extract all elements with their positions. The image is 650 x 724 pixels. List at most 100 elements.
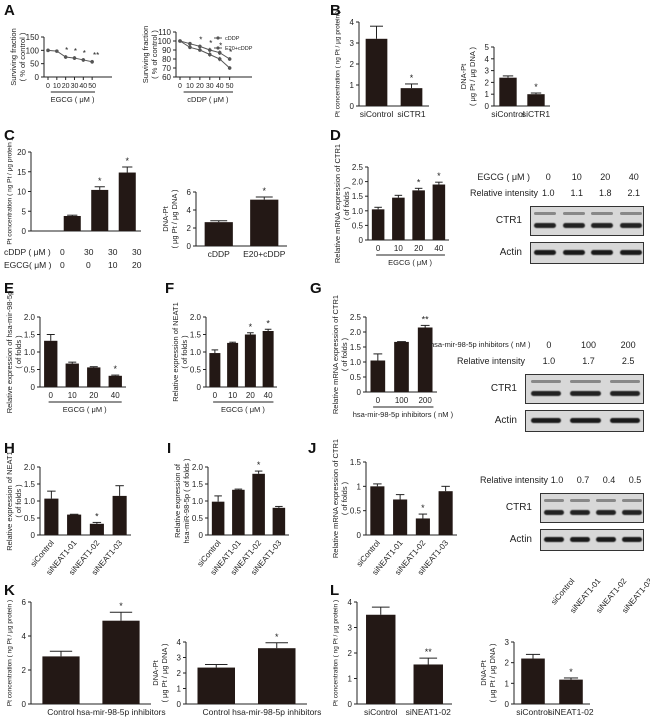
y-axis-label: DNA-Pt (151, 659, 160, 685)
chart-group: DNA-Pt( μg Pt / μg DNA ) 0 1 2 3 4 5 siControl *… (459, 43, 550, 119)
significance-mark: * (534, 82, 538, 92)
western-blot-j: Relative intensity 1.0 0.7 0.4 0.5 CTR1 Actin s… (480, 475, 650, 615)
bar (400, 88, 423, 106)
chart-e-mir98: Relative expression of hsa-mir-98-5p( of… (4, 291, 134, 417)
y-tick-label: 0 (357, 388, 362, 397)
band (544, 537, 564, 542)
bar (65, 363, 79, 387)
chart-group: DNA-Pt( μg Pt / μg DNA ) 0 1 2 3 4 Control * hsa… (151, 632, 321, 717)
y-tick-label: 1.0 (24, 348, 36, 357)
band (591, 223, 614, 228)
y-axis-label: Pt concentration ( ng Pt / μg protein ) (335, 11, 342, 117)
y-tick-label: 1.5 (350, 458, 362, 467)
relative-intensity-label: Relative intensity (470, 188, 539, 198)
significance-mark: * (421, 503, 425, 513)
x-axis-label: EGCG ( μM ) (63, 405, 107, 414)
y-tick-label: 150 (26, 33, 40, 42)
relative-intensity-value: 0.4 (602, 475, 616, 485)
blot-header-value: 0 (545, 172, 551, 182)
y-axis-label: ( μg Pt / μg DNA ) (488, 643, 497, 703)
y-axis-label: ( of folds ) (340, 337, 349, 371)
y-axis-label: ( % of control ) (18, 32, 27, 81)
x-tick-label: 10 (68, 391, 77, 400)
y-tick-label: 1.5 (350, 343, 362, 352)
bar (392, 197, 405, 240)
bar (415, 518, 430, 535)
x-tick-label: 50 (226, 83, 234, 90)
y-tick-label: 0 (187, 242, 192, 251)
chart-d-ctr1-mrna: Relative mRNA expression of CTR1( of fol… (332, 144, 457, 270)
band-label-ctr1: CTR1 (490, 383, 517, 394)
chart-svg: Relative mRNA expression of CTR1( of fol… (331, 439, 457, 577)
band (570, 391, 601, 396)
panel-label-d: D (330, 127, 341, 144)
legend-marker (216, 36, 220, 40)
chart-group: Relative expression of hsa-miR-98-5p ( of… (173, 458, 289, 577)
y-tick-label: 0 (22, 700, 27, 709)
x-axis-label: EGCG ( μM ) (221, 405, 265, 414)
bar (118, 172, 136, 231)
chart-j-ctr1-mrna: Relative mRNA expression of CTR1( of fol… (330, 439, 465, 577)
relative-intensity-value: 0.7 (576, 475, 590, 485)
y-tick-label: 3 (348, 624, 353, 633)
chart-group: DNA-Pt( μg Pt / μg DNA ) 0 2 4 6 cDDP * E20+cDD… (161, 186, 287, 259)
chart-svg: Relative mRNA expression of CTR1( of fol… (333, 144, 449, 267)
y-axis-label: DNA-Pt (161, 205, 170, 231)
x-tick-label: 20 (62, 83, 70, 90)
c-treatment-table: cDDP ( μM ) 0 30 30 30 EGCG( μM ) 0 0 10… (4, 247, 154, 277)
bar (413, 664, 443, 704)
y-tick-label: 2.0 (350, 328, 362, 337)
chart-c-pt: Pt concentration ( ng Pt / μg protein ) 0… (4, 138, 149, 247)
bar (108, 375, 122, 387)
significance-mark: * (98, 176, 102, 186)
y-tick-label: 1.0 (352, 207, 364, 216)
chart-c-dnapt: DNA-Pt( μg Pt / μg DNA ) 0 2 4 6 cDDP * E20+cDD… (160, 180, 295, 262)
y-tick-label: 0.5 (190, 366, 202, 375)
y-tick-label: 0 (22, 227, 27, 236)
panel-label-k: K (4, 582, 15, 599)
y-tick-label: 0 (31, 383, 36, 392)
data-point (198, 44, 202, 49)
chart-i-mir98: Relative expression of hsa-miR-98-5p ( of… (172, 455, 297, 577)
bar (44, 340, 58, 387)
chart-svg: DNA-Pt( μg Pt / μg DNA ) 0 1 2 3 4 Control * hsa… (151, 632, 321, 717)
significance-mark: * (257, 460, 261, 470)
blot-box-ctr1 (540, 493, 644, 523)
x-tick-label: E20+cDDP (243, 249, 286, 259)
y-tick-label: 1.0 (24, 497, 36, 506)
bar (559, 679, 583, 704)
data-point (188, 41, 192, 46)
y-tick-label: 1 (177, 685, 182, 694)
chart-group: Relative expression of NEAT1( of folds )… (5, 451, 131, 577)
chart-group: DNA-Pt( μg Pt / μg DNA ) 0 1 2 3 siControl * si… (479, 638, 594, 717)
x-tick-label: 40 (434, 244, 443, 253)
panel-label-h: H (4, 440, 15, 457)
x-tick-label: siCTR1 (522, 109, 551, 119)
y-tick-label: 1 (348, 675, 353, 684)
y-axis-label: Relative expression of NEAT1 (5, 451, 14, 551)
relative-intensity-value: 2.1 (627, 188, 640, 198)
relative-intensity-value: 1.0 (541, 188, 555, 198)
y-axis-label: hsa-miR-98-5p ( of folds ) (182, 458, 191, 544)
data-point (217, 50, 222, 55)
band (570, 510, 590, 515)
chart-a-cddp: Surviving fraction( % of control ) 60 70 80… (140, 20, 260, 107)
data-point (55, 49, 59, 53)
blot-header-value: 20 (600, 172, 611, 182)
chart-svg: DNA-Pt( μg Pt / μg DNA ) 0 2 4 6 cDDP * E20+cDD… (161, 186, 287, 259)
significance-mark: * (569, 667, 573, 677)
y-tick-label: 6 (187, 188, 192, 197)
chart-group: Pt concentration ( ng Pt / μg protein ) 0… (7, 138, 141, 245)
significance-mark: * (249, 322, 253, 332)
x-tick-label: siControl (364, 707, 398, 717)
panel-label-l: L (330, 582, 340, 599)
bar (417, 327, 433, 392)
c-table-row-label: EGCG( μM ) (4, 260, 52, 270)
y-tick-label: 2.0 (24, 463, 36, 472)
bar (527, 94, 545, 106)
significance-mark: * (266, 318, 270, 328)
y-tick-label: 1.0 (350, 358, 362, 367)
x-tick-label: siNEAT1-02 (406, 707, 451, 717)
x-tick-label: siCTR1 (397, 109, 426, 119)
